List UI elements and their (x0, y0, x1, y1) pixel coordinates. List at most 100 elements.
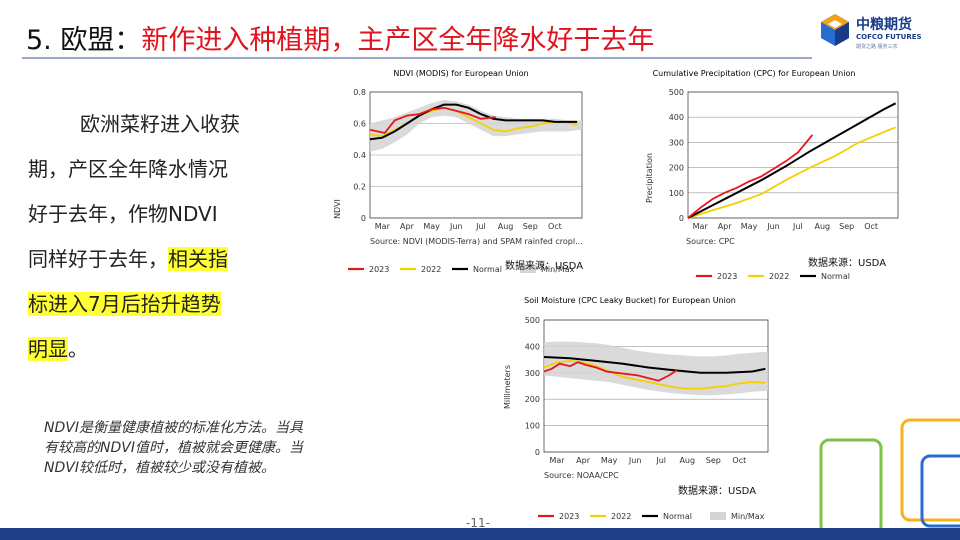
y-tick-label: 200 (669, 164, 684, 173)
series-line-2023 (543, 361, 678, 382)
chart-title: NDVI (MODIS) for European Union (393, 69, 528, 78)
legend-label: Normal (663, 512, 692, 521)
y-tick-label: 400 (525, 342, 540, 351)
y-tick-label: 0.4 (353, 151, 366, 160)
y-tick-label: 300 (525, 369, 540, 378)
legend-label: Normal (473, 265, 502, 274)
y-tick-label: 100 (669, 189, 684, 198)
x-tick-label: Jul (655, 456, 666, 465)
y-axis-label: Precipitation (645, 153, 654, 203)
logo-tagline: 期货之路 服务三农 (856, 44, 898, 50)
legend-label: 2022 (421, 265, 441, 274)
summary-line: 标进入7月后抬升趋势 (28, 282, 278, 327)
y-tick-label: 0 (361, 214, 366, 223)
legend-label: 2023 (559, 512, 579, 521)
x-tick-label: May (601, 456, 618, 465)
summary-line: 明显。 (28, 327, 278, 372)
x-tick-label: Oct (732, 456, 746, 465)
y-tick-label: 500 (525, 316, 540, 325)
decorative-corner-lines (819, 418, 960, 530)
data-source-note: 数据来源：USDA (505, 261, 584, 272)
legend-label: Min/Max (731, 512, 765, 521)
x-tick-label: Jul (475, 222, 486, 231)
x-tick-label: Oct (548, 222, 562, 231)
company-logo: 中粮期货 COFCO FUTURES 期货之路 服务三农 (818, 12, 938, 56)
page-title: 5. 欧盟：新作进入种植期，主产区全年降水好于去年 (26, 18, 654, 57)
series-line-2023 (687, 134, 814, 219)
title-headline: 新作进入种植期，主产区全年降水好于去年 (141, 25, 655, 56)
summary-paragraph: 欧洲菜籽进入收获 期，产区全年降水情况 好于去年，作物NDVI 同样好于去年，相… (28, 102, 278, 372)
x-tick-label: Jun (628, 456, 642, 465)
legend-label: 2023 (717, 272, 737, 281)
summary-text: 。 (68, 337, 88, 361)
x-tick-label: Mar (549, 456, 565, 465)
legend-swatch (710, 512, 726, 520)
x-tick-label: Oct (864, 222, 878, 231)
ndvi-definition-note: NDVI是衡量健康植被的标准化方法。当具有较高的NDVI值时，植被就会更健康。当… (44, 420, 303, 476)
x-tick-label: Aug (814, 222, 830, 231)
data-source-note: 数据来源：USDA (678, 486, 757, 497)
x-tick-label: Apr (400, 222, 415, 231)
y-axis-label: Millimeters (503, 365, 512, 409)
blue-frame-decoration (920, 454, 960, 528)
legend-label: 2022 (611, 512, 631, 521)
plot-frame (687, 91, 899, 219)
summary-line: 同样好于去年，相关指 (28, 237, 278, 282)
green-frame-decoration (819, 438, 883, 530)
logo-mark-icon (821, 14, 849, 46)
y-tick-label: 0 (535, 448, 540, 457)
page-number: -11- (466, 516, 490, 530)
series-line-normal (543, 356, 766, 374)
logo-en-text: COFCO FUTURES (856, 33, 922, 41)
x-tick-label: Mar (693, 222, 709, 231)
precipitation-chart: Cumulative Precipitation (CPC) for Europ… (645, 69, 899, 281)
x-tick-label: Aug (679, 456, 695, 465)
footer-bar (0, 528, 960, 540)
summary-text: 同样好于去年， (28, 247, 168, 271)
x-tick-label: Apr (576, 456, 591, 465)
y-tick-label: 0.6 (353, 120, 366, 129)
y-axis-label: NDVI (333, 199, 342, 219)
y-tick-label: 0.8 (353, 88, 366, 97)
x-tick-label: Aug (498, 222, 514, 231)
data-source-note: 数据来源：USDA (808, 258, 887, 269)
highlighted-text: 明显 (28, 337, 68, 361)
y-tick-label: 100 (525, 422, 540, 431)
x-tick-label: Apr (718, 222, 733, 231)
plot-frame (369, 91, 583, 219)
legend-swatch (520, 265, 536, 273)
series-line-normal (687, 102, 897, 219)
chart-source: Source: NDVI (MODIS-Terra) and SPAM rain… (370, 237, 583, 246)
summary-line: 好于去年，作物NDVI (28, 202, 218, 226)
y-tick-label: 300 (669, 138, 684, 147)
chart-source: Source: CPC (686, 237, 735, 246)
x-tick-label: Sep (706, 456, 721, 465)
x-tick-label: Sep (523, 222, 538, 231)
y-tick-label: 0.2 (353, 183, 366, 192)
legend-label: Min/Max (541, 265, 575, 274)
logo-cn-text: 中粮期货 (856, 17, 912, 33)
highlighted-text: 标进入7月后抬升趋势 (28, 292, 221, 316)
x-tick-label: May (741, 222, 758, 231)
series-line-normal (369, 103, 578, 141)
legend-label: 2022 (769, 272, 789, 281)
chart-title: Soil Moisture (CPC Leaky Bucket) for Eur… (524, 296, 736, 305)
chart-source: Source: NOAA/CPC (544, 471, 619, 480)
x-tick-label: Mar (375, 222, 391, 231)
title-prefix: 5. 欧盟： (26, 25, 142, 56)
legend-label: 2023 (369, 265, 389, 274)
x-tick-label: May (423, 222, 440, 231)
y-tick-label: 0 (679, 214, 684, 223)
y-tick-label: 200 (525, 395, 540, 404)
y-tick-label: 500 (669, 88, 684, 97)
x-tick-label: Sep (839, 222, 854, 231)
series-line-2022 (687, 126, 896, 219)
summary-line: 欧洲菜籽进入收获 (80, 112, 240, 136)
highlighted-text: 相关指 (168, 247, 228, 271)
title-divider (22, 57, 812, 59)
yellow-frame-decoration (900, 418, 960, 522)
ndvi-chart: NDVI (MODIS) for European Union 0 0.2 0.4 0… (333, 69, 583, 274)
soil-moisture-chart: Soil Moisture (CPC Leaky Bucket) for Eur… (503, 296, 769, 521)
series-line-2023 (369, 106, 496, 134)
summary-line: 期，产区全年降水情况 (28, 157, 228, 181)
